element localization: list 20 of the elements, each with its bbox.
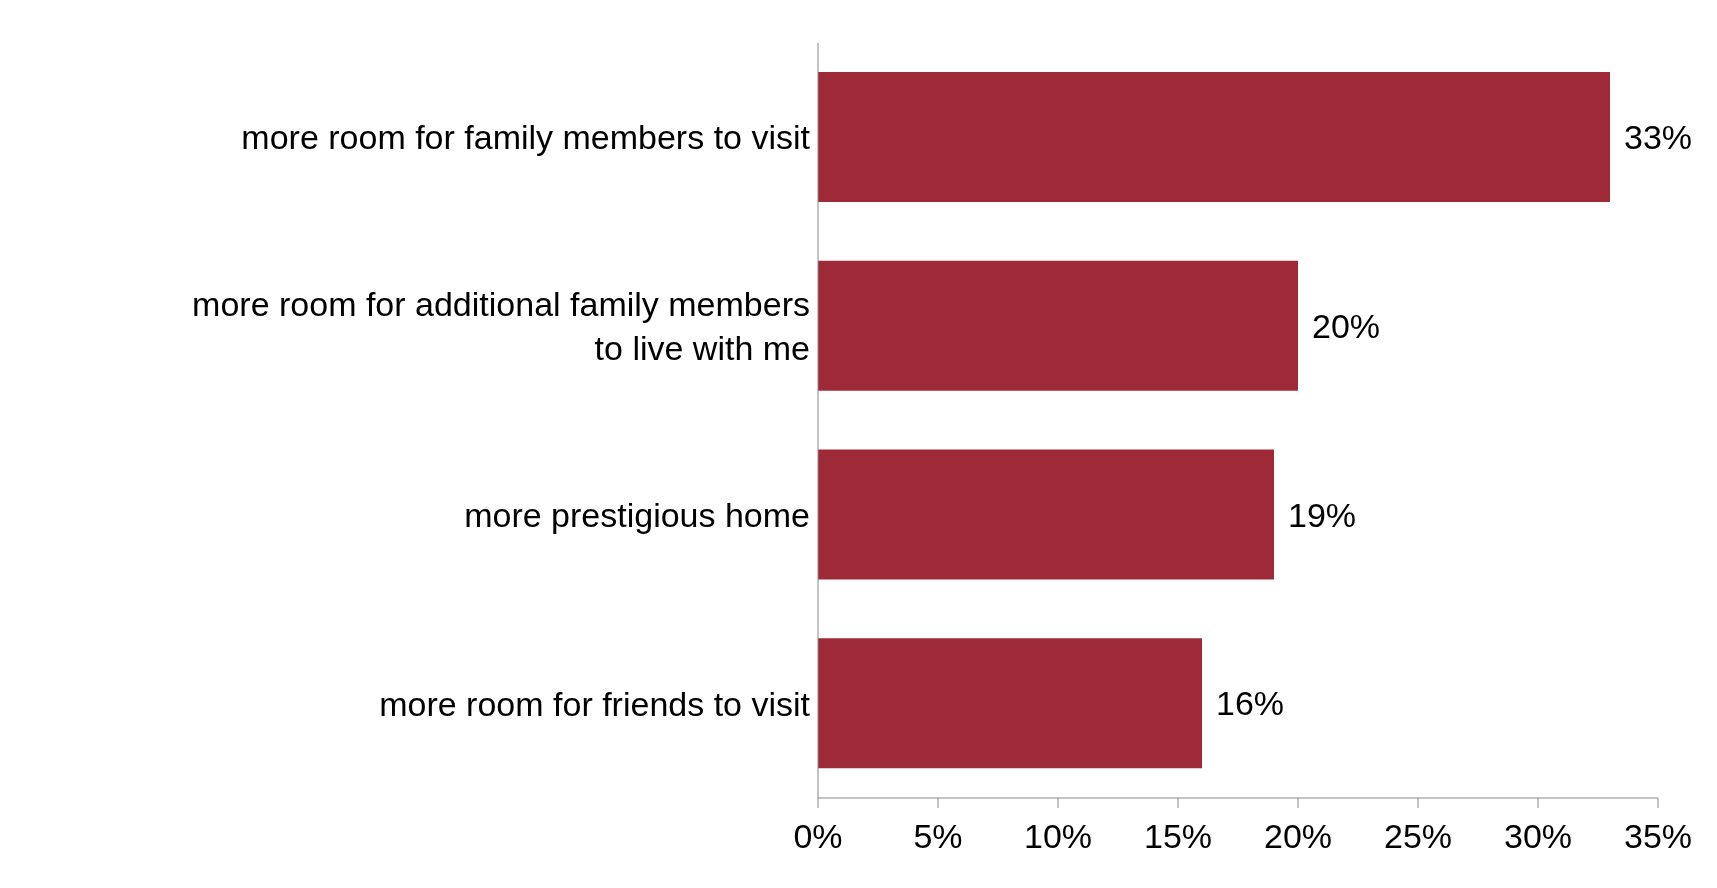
bar [818,260,1298,391]
bar [818,449,1274,580]
x-tick-label: 15% [1143,817,1213,856]
data-label: 20% [1312,306,1381,345]
y-tick-label: more room for friends to visit [379,684,811,723]
data-label: 33% [1624,118,1693,156]
x-tick-label: 35% [1623,817,1693,856]
bar [818,72,1610,202]
y-tick-label: more room for additional family members to live with me [192,285,810,368]
y-tick-label: more prestigious home [464,495,810,534]
y-tick-label: more room for family members to visit [241,118,811,157]
data-label: 19% [1288,495,1357,534]
x-tick-label: 10% [1023,817,1093,856]
x-tick-label: 25% [1383,817,1453,856]
bar [818,638,1202,769]
x-tick-label: 20% [1263,817,1333,856]
x-tick-label: 5% [913,817,963,856]
x-tick-label: 0% [793,817,843,856]
data-label: 16% [1216,684,1285,723]
x-tick-label: 30% [1503,817,1573,856]
